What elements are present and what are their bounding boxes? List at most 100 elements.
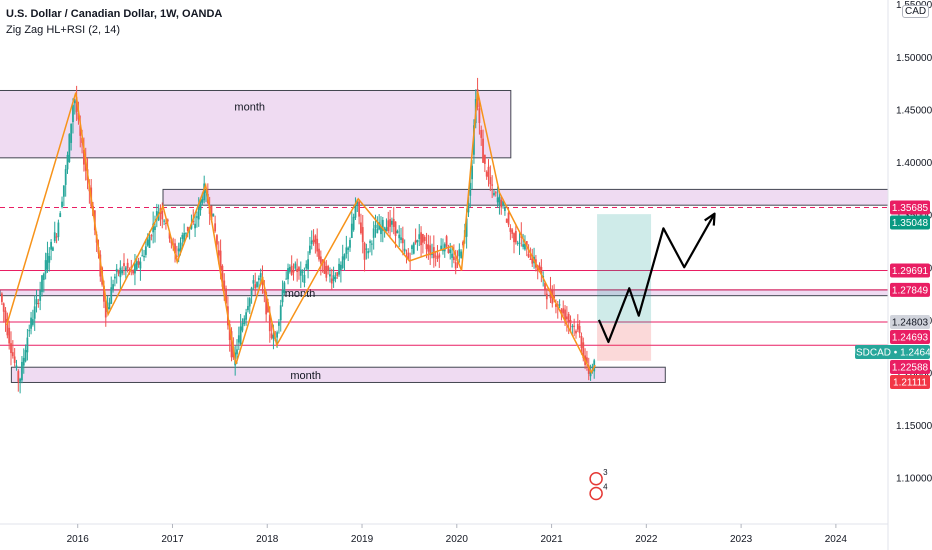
event-markers[interactable]: 34 — [589, 468, 608, 501]
candle-body — [555, 304, 557, 307]
candle-body — [165, 222, 167, 224]
candle-body — [573, 325, 576, 327]
candle-body — [307, 259, 309, 270]
x-tick-label: 2023 — [730, 534, 753, 545]
currency-badge[interactable]: CAD — [902, 5, 930, 18]
event-marker-icon[interactable] — [589, 472, 603, 486]
candle-body — [174, 243, 176, 254]
candle-body — [83, 149, 85, 165]
zone-box — [10, 366, 666, 383]
event-count: 3 — [603, 468, 608, 477]
candle-body — [279, 305, 282, 321]
candle-body — [33, 306, 36, 319]
candle-body — [75, 97, 78, 113]
x-tick-label: 2018 — [256, 534, 279, 545]
candle-body — [166, 219, 169, 222]
candle-body — [281, 290, 284, 303]
candle-body — [144, 246, 147, 255]
candle-body — [55, 236, 58, 238]
candle-body — [587, 365, 590, 374]
candle-body — [154, 226, 156, 231]
candle-body — [505, 218, 508, 223]
candle-body — [516, 242, 519, 244]
candle-body — [216, 235, 218, 245]
candle-body — [416, 239, 419, 243]
chart-title: U.S. Dollar / Canadian Dollar, 1W, OANDA — [6, 8, 223, 20]
position-target-zone[interactable] — [597, 214, 652, 324]
price-badge-label: 1.29691 — [892, 266, 929, 277]
candle-body — [483, 154, 486, 164]
price-badges: 1.35685 1.35048 1.29691 1.27849 1.24803 1.246… — [849, 200, 932, 389]
indicator-label[interactable]: Zig Zag HL+RSI (2, 14) — [6, 24, 121, 36]
zone-label: month — [234, 101, 265, 113]
event-marker-icon[interactable] — [589, 486, 603, 501]
candle-body — [352, 216, 355, 230]
price-badge-label: 1.35048 — [892, 218, 929, 229]
candle-body — [134, 263, 136, 274]
candle-body — [152, 223, 155, 233]
candle-body — [511, 229, 514, 234]
y-tick-label: 1.20000 — [896, 368, 932, 379]
candle-body — [414, 240, 417, 243]
candle-body — [236, 349, 238, 355]
candle-body — [338, 263, 340, 275]
candle-body — [529, 259, 532, 261]
candle-body — [219, 250, 222, 271]
candle-body — [298, 267, 300, 271]
candle-body — [53, 232, 56, 242]
candle-body — [124, 267, 127, 271]
candle-body — [168, 232, 171, 239]
candle-body — [514, 230, 517, 243]
x-tick-label: 2019 — [351, 534, 374, 545]
candle-body — [425, 244, 428, 250]
candle-body — [68, 134, 71, 163]
candle-body — [589, 371, 592, 377]
candle-body — [575, 330, 577, 334]
candle-body — [420, 232, 422, 246]
candle-body — [123, 263, 125, 267]
price-badge-label: USDCAD • 1.24646 — [849, 347, 932, 358]
candle-body — [24, 350, 27, 362]
x-tick-label: 2020 — [446, 534, 469, 545]
time-axis[interactable]: 2016 2017 2018 2019 2020 2021 2022 2023 2024 — [0, 523, 888, 545]
candle-body — [177, 248, 180, 252]
candle-body — [545, 293, 548, 300]
candle-body — [294, 263, 297, 269]
candle-body — [469, 182, 472, 196]
candle-body — [303, 274, 306, 283]
candle-body — [524, 243, 526, 250]
candle-body — [412, 243, 415, 254]
candle-body — [272, 334, 275, 340]
candle-body — [462, 241, 464, 246]
candle-body — [30, 317, 32, 329]
candle-body — [482, 138, 484, 163]
price-badge — [855, 344, 930, 359]
candle-body — [569, 319, 572, 324]
candle-body — [354, 203, 357, 218]
horizontal-levels — [0, 206, 888, 346]
candle-body — [392, 218, 395, 227]
candle-body — [454, 262, 457, 269]
candle-body — [339, 264, 342, 270]
x-tick-label: 2016 — [67, 534, 90, 545]
position-stop-zone[interactable] — [597, 323, 652, 361]
price-badge — [890, 263, 930, 278]
candle-body — [329, 274, 331, 277]
long-position-tool[interactable] — [597, 214, 652, 361]
candle-body — [292, 270, 295, 273]
candle-body — [247, 306, 249, 311]
price-badge — [890, 200, 930, 215]
candle-body — [79, 125, 82, 136]
candle-body — [334, 276, 337, 280]
candle-body — [345, 247, 348, 255]
zigzag-line — [5, 91, 596, 375]
candle-body — [358, 201, 361, 217]
candle-body — [567, 313, 570, 322]
candle-body — [458, 249, 461, 257]
candle-body — [330, 278, 333, 284]
candle-body — [161, 211, 164, 220]
candle-body — [349, 240, 351, 248]
